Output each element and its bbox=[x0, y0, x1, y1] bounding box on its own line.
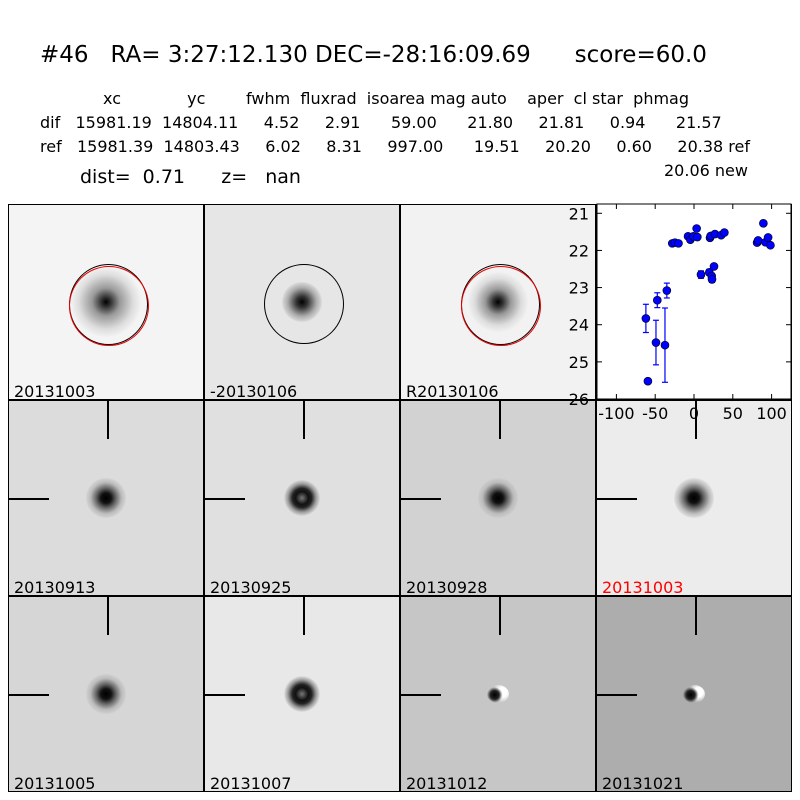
x-tick-label: 50 bbox=[723, 404, 743, 423]
panel-label: 20130928 bbox=[406, 578, 488, 596]
y-tick-label: 23 bbox=[569, 279, 589, 298]
plot-frame bbox=[596, 203, 792, 400]
aperture-circle-red bbox=[461, 266, 541, 346]
star-source bbox=[86, 674, 126, 714]
panel-label: 20131005 bbox=[14, 774, 96, 792]
image-panel-ref: R20130106 bbox=[400, 204, 596, 400]
data-point bbox=[696, 270, 706, 279]
column-headers: xc yc fwhm fluxrad isoarea mag auto aper… bbox=[103, 89, 689, 108]
crosshair-vertical bbox=[695, 597, 697, 635]
candidate-title: #46 RA= 3:27:12.130 DEC=-28:16:09.69 sco… bbox=[40, 42, 707, 68]
image-panel-20131005: 20131005 bbox=[8, 596, 204, 792]
star-source bbox=[478, 478, 518, 518]
data-point bbox=[753, 236, 763, 245]
aperture-circle-red bbox=[69, 266, 149, 346]
y-tick-label: 22 bbox=[569, 241, 589, 260]
data-point bbox=[720, 228, 729, 237]
panel-label: -20130106 bbox=[210, 382, 298, 400]
y-tick-label: 25 bbox=[569, 353, 589, 372]
data-point bbox=[641, 314, 651, 323]
panel-label: 20131003 bbox=[602, 578, 684, 596]
crosshair-horizontal bbox=[597, 498, 637, 500]
x-tick-label: 0 bbox=[689, 404, 699, 423]
image-panel-20131003: 20131003 bbox=[596, 400, 792, 596]
panel-label: 20131021 bbox=[602, 774, 684, 792]
crosshair-horizontal bbox=[9, 498, 49, 500]
image-panel-20131007: 20131007 bbox=[204, 596, 400, 792]
crosshair-vertical bbox=[303, 401, 305, 439]
crosshair-vertical bbox=[499, 401, 501, 439]
image-panel-20131021: 20131021 bbox=[596, 596, 792, 792]
data-point bbox=[763, 233, 773, 242]
star-residual bbox=[683, 685, 705, 703]
crosshair-horizontal bbox=[401, 694, 441, 696]
data-point bbox=[707, 275, 717, 284]
data-point bbox=[674, 239, 683, 248]
panel-label: R20130106 bbox=[406, 382, 499, 400]
data-point bbox=[693, 232, 702, 242]
data-point bbox=[651, 338, 661, 347]
star-residual bbox=[487, 685, 509, 703]
x-tick-label: 100 bbox=[756, 404, 787, 423]
star-source bbox=[284, 676, 320, 712]
star-source bbox=[674, 478, 714, 518]
image-panel-20130913: 20130913 bbox=[8, 400, 204, 596]
data-point bbox=[662, 286, 672, 295]
image-panel-20130925: 20130925 bbox=[204, 400, 400, 596]
image-panel-new: 20131003 bbox=[8, 204, 204, 400]
y-tick-label: 26 bbox=[569, 390, 589, 409]
crosshair-vertical bbox=[303, 597, 305, 635]
crosshair-vertical bbox=[107, 401, 109, 439]
panel-label: 20130925 bbox=[210, 578, 292, 596]
crosshair-horizontal bbox=[205, 498, 245, 500]
star-source bbox=[284, 480, 320, 516]
crosshair-horizontal bbox=[597, 694, 637, 696]
data-point bbox=[692, 224, 701, 233]
crosshair-horizontal bbox=[205, 694, 245, 696]
dif-row: dif 15981.19 14804.11 4.52 2.91 59.00 21… bbox=[40, 113, 722, 132]
crosshair-vertical bbox=[107, 597, 109, 635]
panel-label: 20131012 bbox=[406, 774, 488, 792]
panel-label: 20130913 bbox=[14, 578, 96, 596]
data-point bbox=[643, 376, 653, 386]
aperture-circle-black bbox=[264, 264, 344, 344]
data-point bbox=[660, 340, 670, 350]
y-tick-label: 24 bbox=[569, 316, 589, 335]
star-source bbox=[86, 478, 126, 518]
ref-row: ref 15981.39 14803.43 6.02 8.31 997.00 1… bbox=[40, 137, 750, 156]
y-tick-label: 21 bbox=[569, 204, 589, 223]
crosshair-vertical bbox=[499, 597, 501, 635]
crosshair-horizontal bbox=[401, 498, 441, 500]
data-point bbox=[709, 262, 719, 271]
lightcurve-chart: -100 -50 0 50 100 21 22 23 24 25 26 bbox=[569, 203, 792, 423]
new-mag: 20.06 new bbox=[664, 161, 748, 180]
panel-label: 20131003 bbox=[14, 382, 96, 400]
x-tick-label: -50 bbox=[642, 404, 668, 423]
crosshair-horizontal bbox=[9, 694, 49, 696]
data-point bbox=[652, 295, 662, 305]
data-point bbox=[766, 240, 775, 250]
image-panel-20130928: 20130928 bbox=[400, 400, 596, 596]
data-point bbox=[759, 219, 768, 228]
panel-label: 20131007 bbox=[210, 774, 292, 792]
image-panel-20131012: 20131012 bbox=[400, 596, 596, 792]
dist-z-line: dist= 0.71 z= nan bbox=[80, 166, 301, 188]
image-panel-diff: -20130106 bbox=[204, 204, 400, 400]
x-tick-label: -100 bbox=[598, 404, 634, 423]
crosshair-vertical bbox=[695, 401, 697, 439]
